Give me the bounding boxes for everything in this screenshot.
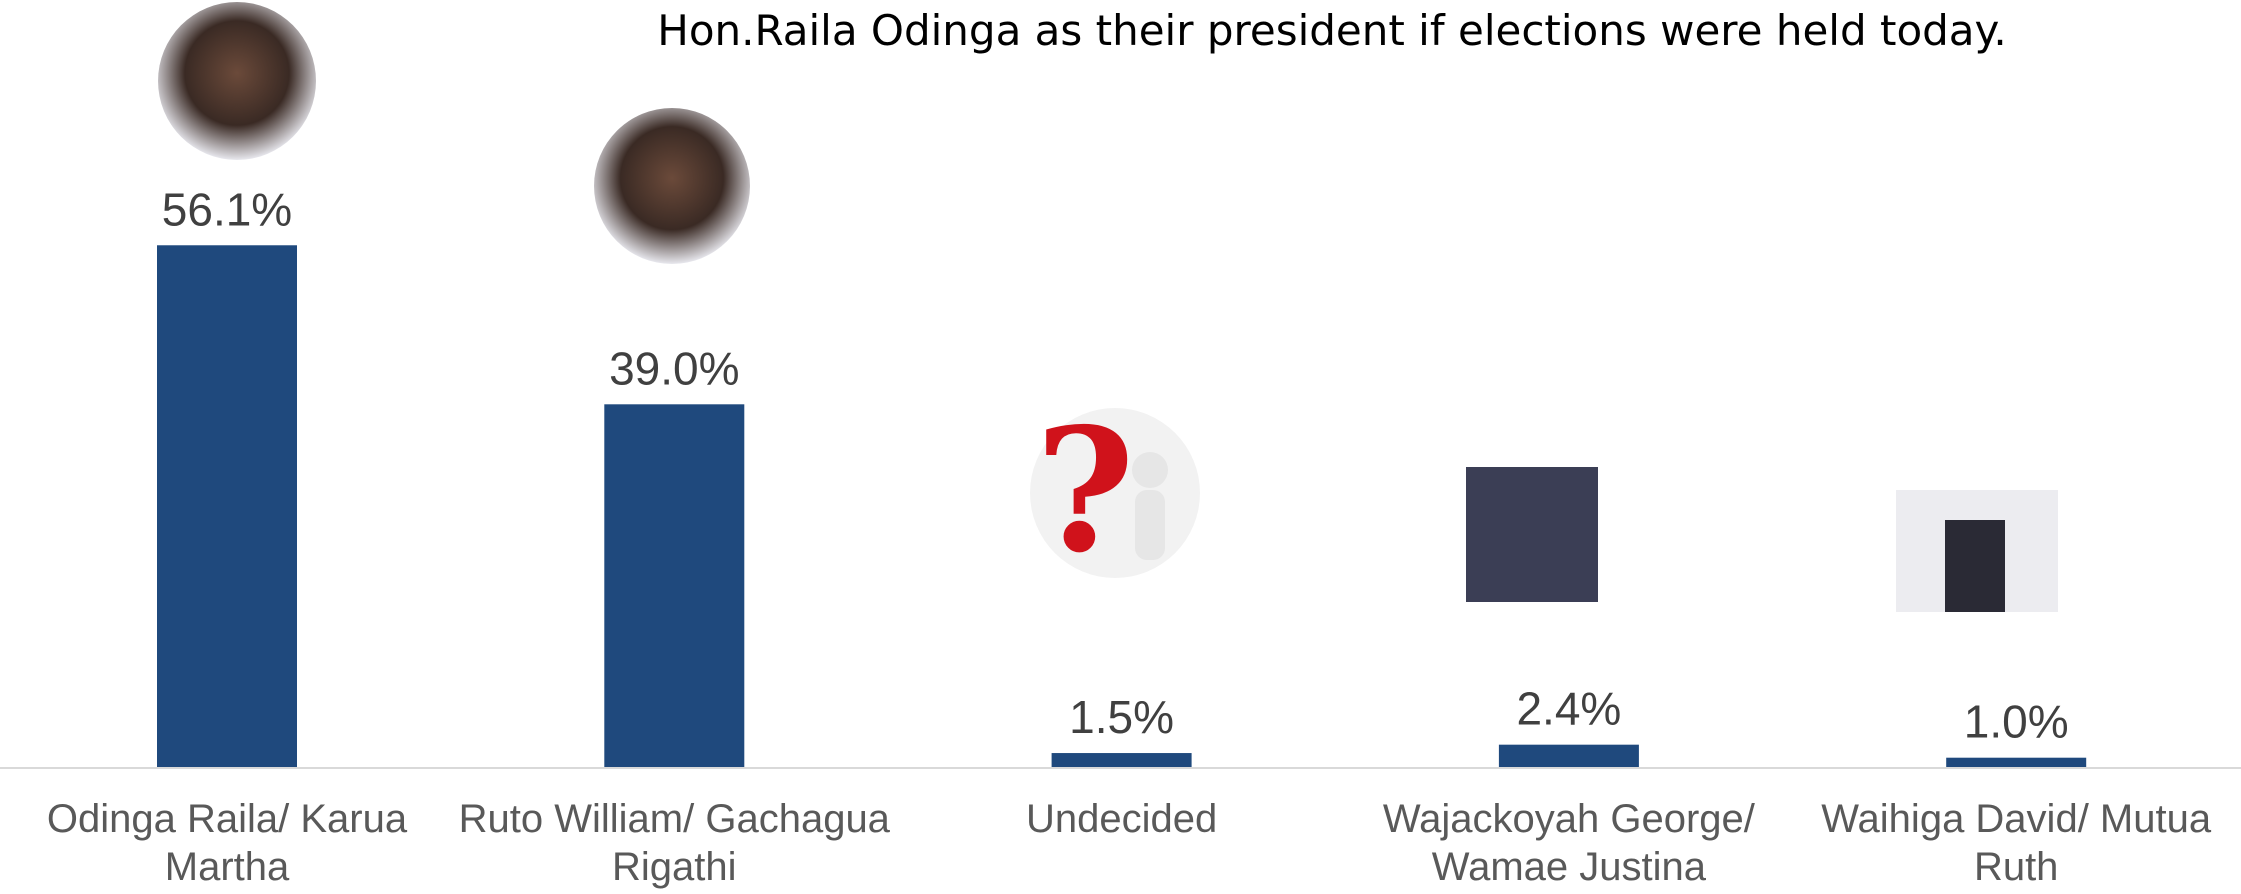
svg-text:?: ? [1035,391,1135,591]
category-label: Wajackoyah George/ Wamae Justina [1382,797,1755,889]
photo [158,2,316,160]
question-icon: ? [1030,391,1200,591]
bar [157,245,297,767]
bar [1946,757,2087,767]
chart-title: Hon.Raila Odinga as their president if e… [657,6,2007,55]
category-label: Ruto William/ Gachagua Rigathi [458,797,890,889]
value-label: 1.0% [1964,696,2069,748]
bar [604,404,745,767]
value-label: 39.0% [609,342,739,394]
value-label: 1.5% [1069,691,1174,743]
photo [1945,520,2005,612]
category-label: Undecided [1025,797,1218,841]
category-label: Waihiga David/ Mutua Ruth [1821,797,2212,889]
category-label: Odinga Raila/ Karua Martha [46,797,408,889]
photo [1466,467,1598,602]
bar [1498,744,1639,767]
value-label: 56.1% [162,183,292,235]
photo [594,108,750,264]
value-label: 2.4% [1516,683,1621,735]
bar [1051,753,1192,767]
